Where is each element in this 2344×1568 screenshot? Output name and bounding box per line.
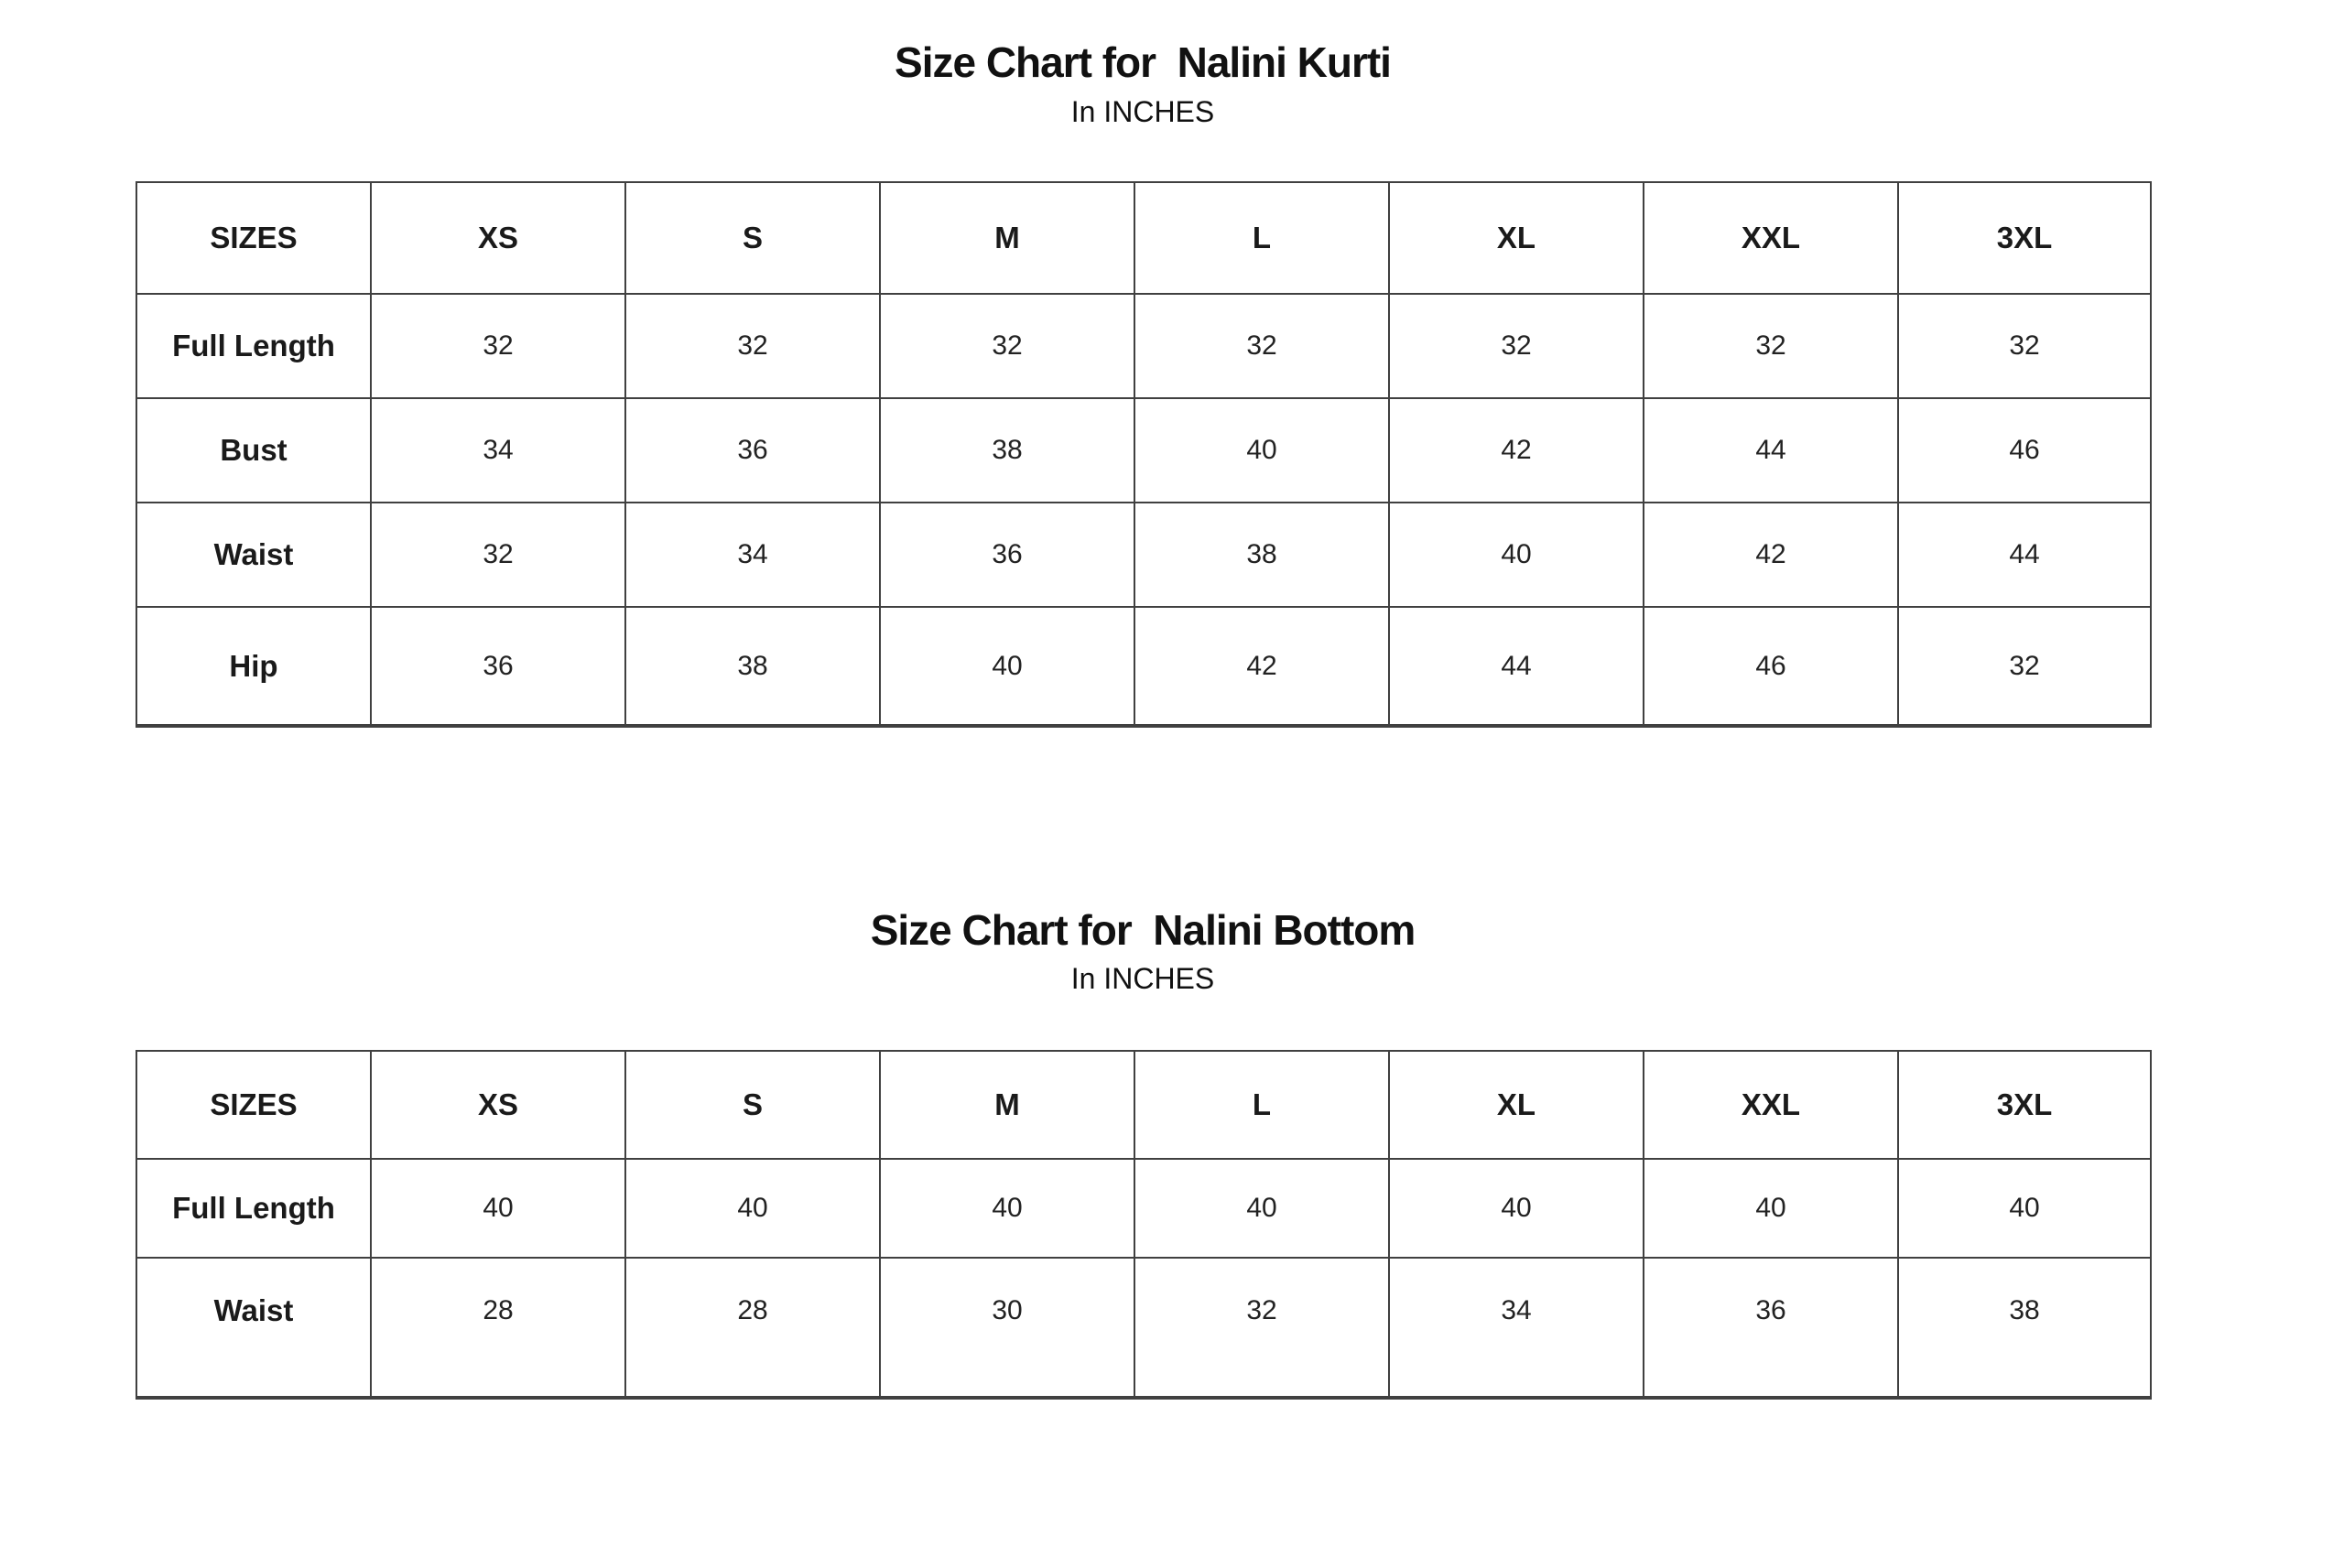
column-header-xl: XL [1388, 1050, 1644, 1160]
size-value-cell: 38 [1897, 1257, 2152, 1399]
size-value-cell: 32 [1134, 1257, 1390, 1399]
size-value-cell: 32 [879, 293, 1135, 399]
size-value-cell: 40 [1897, 1158, 2152, 1259]
column-header-3xl: 3XL [1897, 181, 2152, 295]
row-label-bust: Bust [136, 397, 372, 503]
row-label-waist: Waist [136, 502, 372, 608]
column-header-xxl: XXL [1643, 1050, 1899, 1160]
column-header-m: M [879, 181, 1135, 295]
size-value-cell: 30 [879, 1257, 1135, 1399]
size-value-cell: 28 [624, 1257, 881, 1399]
column-header-xs: XS [370, 1050, 626, 1160]
size-value-cell: 34 [370, 397, 626, 503]
kurti-row-hip: Hip 36 38 40 42 44 46 32 [136, 606, 2152, 727]
size-value-cell: 40 [1388, 1158, 1644, 1259]
size-value-cell: 32 [1388, 293, 1644, 399]
kurti-chart-subtitle: In INCHES [1070, 95, 1215, 128]
size-value-cell: 34 [624, 502, 881, 608]
size-value-cell: 46 [1897, 397, 2152, 503]
size-value-cell: 32 [1897, 293, 2152, 399]
size-value-cell: 38 [1134, 502, 1390, 608]
size-value-cell: 36 [624, 397, 881, 503]
size-value-cell: 32 [1643, 293, 1899, 399]
size-value-cell: 42 [1643, 502, 1899, 608]
size-value-cell: 34 [1388, 1257, 1644, 1399]
size-value-cell: 28 [370, 1257, 626, 1399]
column-header-l: L [1134, 1050, 1390, 1160]
size-value-cell: 36 [879, 502, 1135, 608]
size-value-cell: 42 [1388, 397, 1644, 503]
size-value-cell: 32 [370, 502, 626, 608]
bottom-row-full-length: Full Length 40 40 40 40 40 40 40 [136, 1158, 2152, 1259]
size-value-cell: 36 [370, 606, 626, 727]
row-label-hip: Hip [136, 606, 372, 727]
size-value-cell: 44 [1897, 502, 2152, 608]
size-value-cell: 32 [370, 293, 626, 399]
column-header-sizes: SIZES [136, 1050, 372, 1160]
bottom-chart-subtitle: In INCHES [1070, 962, 1215, 995]
size-value-cell: 44 [1388, 606, 1644, 727]
size-value-cell: 40 [624, 1158, 881, 1259]
column-header-xs: XS [370, 181, 626, 295]
size-value-cell: 46 [1643, 606, 1899, 727]
column-header-s: S [624, 1050, 881, 1160]
column-header-xxl: XXL [1643, 181, 1899, 295]
size-value-cell: 44 [1643, 397, 1899, 503]
size-value-cell: 32 [624, 293, 881, 399]
kurti-header-row: SIZES XS S M L XL XXL 3XL [136, 181, 2152, 295]
column-header-s: S [624, 181, 881, 295]
column-header-m: M [879, 1050, 1135, 1160]
size-value-cell: 40 [1643, 1158, 1899, 1259]
column-header-3xl: 3XL [1897, 1050, 2152, 1160]
row-label-full-length: Full Length [136, 293, 372, 399]
column-header-sizes: SIZES [136, 181, 372, 295]
size-value-cell: 32 [1897, 606, 2152, 727]
kurti-row-full-length: Full Length 32 32 32 32 32 32 32 [136, 293, 2152, 399]
row-label-waist: Waist [136, 1257, 372, 1399]
size-value-cell: 42 [1134, 606, 1390, 727]
bottom-row-waist: Waist 28 28 30 32 34 36 38 [136, 1257, 2152, 1399]
size-value-cell: 38 [624, 606, 881, 727]
size-value-cell: 40 [1134, 397, 1390, 503]
column-header-l: L [1134, 181, 1390, 295]
column-header-xl: XL [1388, 181, 1644, 295]
size-value-cell: 32 [1134, 293, 1390, 399]
kurti-size-table: SIZES XS S M L XL XXL 3XL Full Length 32… [136, 181, 2152, 728]
row-label-full-length: Full Length [136, 1158, 372, 1259]
kurti-row-waist: Waist 32 34 36 38 40 42 44 [136, 502, 2152, 608]
bottom-chart-title: Size Chart for Nalini Bottom [870, 906, 1416, 954]
bottom-size-table: SIZES XS S M L XL XXL 3XL Full Length 40… [136, 1050, 2152, 1400]
size-value-cell: 40 [879, 606, 1135, 727]
size-value-cell: 36 [1643, 1257, 1899, 1399]
kurti-row-bust: Bust 34 36 38 40 42 44 46 [136, 397, 2152, 503]
size-value-cell: 40 [370, 1158, 626, 1259]
size-value-cell: 40 [1134, 1158, 1390, 1259]
size-value-cell: 40 [1388, 502, 1644, 608]
size-value-cell: 40 [879, 1158, 1135, 1259]
size-value-cell: 38 [879, 397, 1135, 503]
kurti-chart-title: Size Chart for Nalini Kurti [895, 38, 1392, 86]
bottom-header-row: SIZES XS S M L XL XXL 3XL [136, 1050, 2152, 1160]
